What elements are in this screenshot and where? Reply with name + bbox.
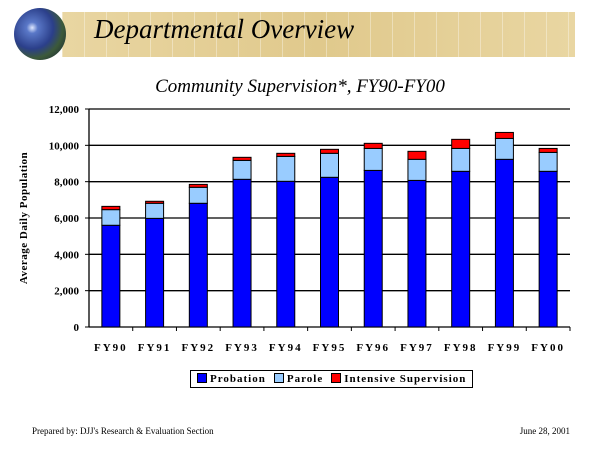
x-tick-label: FY94 [269, 342, 303, 354]
page-title: Departmental Overview [94, 14, 355, 44]
x-tick-label: FY93 [225, 342, 259, 354]
legend-swatch [197, 373, 207, 383]
bar-intensive-supervision [232, 156, 252, 161]
report-date: June 28, 2001 [519, 426, 570, 436]
bar-probation [188, 202, 208, 328]
bar-probation [320, 176, 339, 328]
y-tick-label: 4,000 [54, 249, 79, 261]
bar-intensive-supervision [145, 200, 165, 204]
legend-label: Parole [286, 373, 324, 385]
x-tick-label: FY00 [531, 342, 565, 354]
globe-logo-icon [14, 8, 66, 60]
bar-parole [538, 151, 558, 172]
bar-intensive-supervision [407, 150, 427, 160]
bar-probation [451, 170, 471, 328]
x-tick-label: FY97 [400, 342, 434, 354]
bar-probation [101, 224, 121, 328]
legend-swatch [273, 373, 284, 383]
y-tick-label: 0 [74, 322, 80, 334]
y-tick-label: 10,000 [49, 140, 80, 152]
bar-intensive-supervision [363, 142, 383, 149]
y-axis-label: Average Daily Population [18, 152, 30, 284]
legend-item: Parole [273, 373, 324, 385]
x-tick-label: FY91 [138, 342, 172, 354]
y-tick-label: 6,000 [54, 213, 79, 225]
legend-item: Intensive Supervision [331, 373, 466, 385]
chart-title: Community Supervision*, FY90-FY00 [155, 76, 445, 97]
x-tick-label: FY98 [444, 342, 478, 354]
legend-label: Probation [210, 373, 266, 385]
bar-intensive-supervision [538, 147, 558, 153]
x-tick-label: FY96 [356, 342, 390, 354]
bar-parole [101, 209, 121, 226]
legend-swatch [331, 373, 342, 383]
x-tick-label: FY92 [181, 342, 215, 354]
bar-intensive-supervision [320, 148, 339, 154]
y-tick-label: 2,000 [54, 286, 79, 298]
bar-parole [145, 202, 165, 219]
bar-parole [407, 158, 427, 181]
bar-parole [451, 147, 471, 172]
bar-probation [232, 178, 252, 328]
bar-probation [276, 180, 296, 328]
x-tick-label: FY99 [488, 342, 522, 354]
bar-intensive-supervision [188, 183, 208, 188]
y-tick-label: 12,000 [49, 104, 80, 116]
legend-label: Intensive Supervision [344, 373, 467, 385]
bar-intensive-supervision [276, 152, 296, 157]
bar-probation [363, 169, 383, 328]
prepared-by: Prepared by: DJJ's Research & Evaluation… [32, 426, 214, 436]
bar-intensive-supervision [451, 138, 471, 149]
x-tick-label: FY95 [313, 342, 347, 354]
bar-parole [232, 159, 252, 180]
bar-parole [494, 137, 514, 160]
y-tick-label: 8,000 [54, 177, 79, 189]
bar-probation [145, 217, 165, 328]
bar-parole [320, 152, 339, 178]
x-tick-label: FY90 [94, 342, 128, 354]
header-banner [62, 12, 575, 57]
bar-intensive-supervision [101, 205, 121, 211]
bar-parole [363, 147, 383, 171]
legend-item: Probation [197, 373, 266, 385]
chart-legend: Probation Parole Intensive Supervision [190, 370, 474, 388]
bar-parole [276, 155, 296, 182]
bar-parole [188, 186, 208, 204]
bar-probation [494, 158, 514, 328]
bar-probation [538, 170, 558, 328]
bar-probation [407, 179, 427, 328]
bar-intensive-supervision [494, 131, 514, 139]
